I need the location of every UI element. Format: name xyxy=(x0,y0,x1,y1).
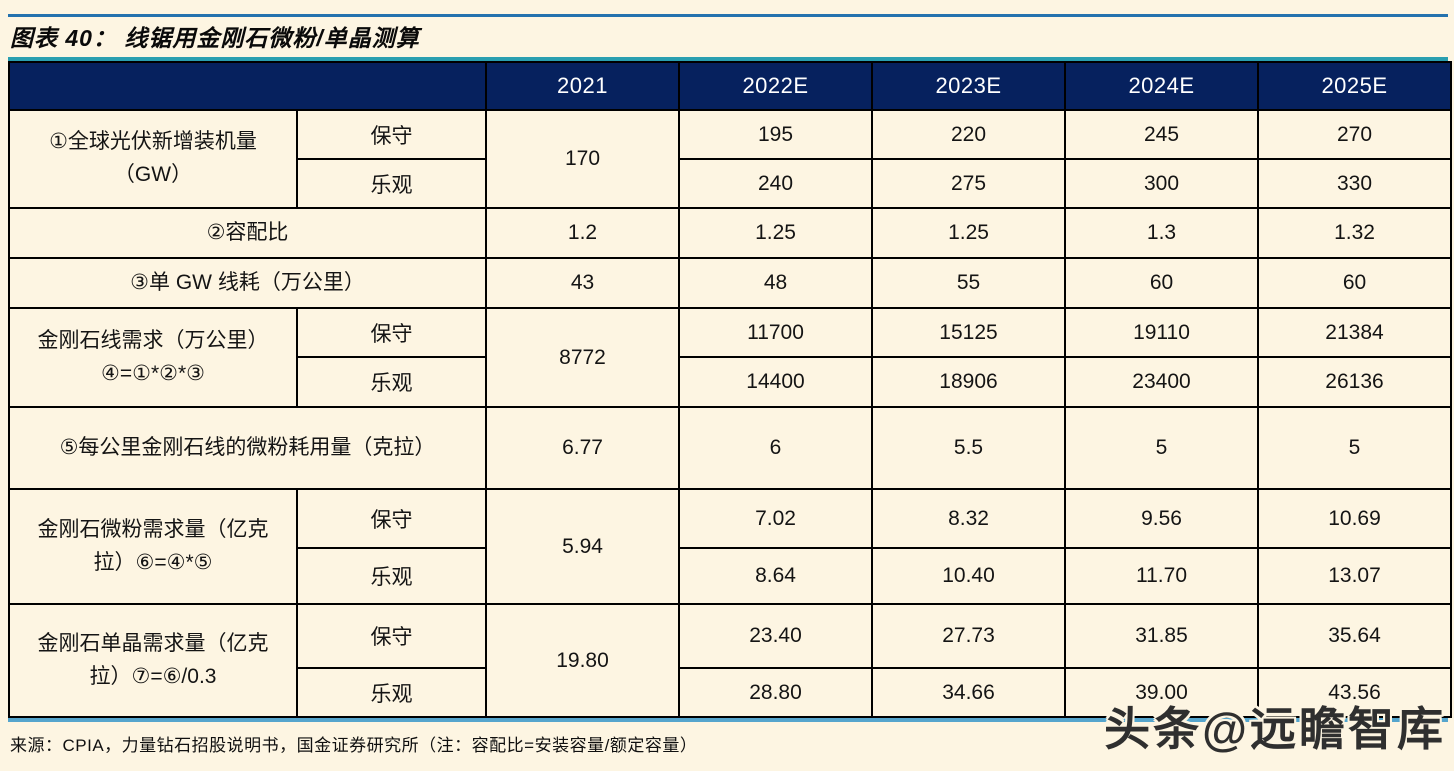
value-cell: 26136 xyxy=(1257,356,1452,408)
year-header-2021: 2021 xyxy=(485,61,680,111)
row-label-powder-per-km: ⑤每公里金刚石线的微粉耗用量（克拉） xyxy=(8,406,487,490)
value-cell: 5 xyxy=(1064,406,1259,490)
value-cell: 23400 xyxy=(1064,356,1259,408)
value-cell: 220 xyxy=(871,109,1066,160)
scenario-cell: 乐观 xyxy=(296,667,487,718)
scenario-cell: 乐观 xyxy=(296,158,487,209)
value-cell: 330 xyxy=(1257,158,1452,209)
value-cell: 11.70 xyxy=(1064,547,1259,605)
value-cell: 31.85 xyxy=(1064,603,1259,669)
value-cell: 11700 xyxy=(678,307,873,358)
header-corner-cell xyxy=(8,61,487,111)
value-cell-2021: 8772 xyxy=(485,307,680,408)
value-cell: 195 xyxy=(678,109,873,160)
value-cell: 39.00 xyxy=(1064,667,1259,718)
value-cell-2021: 19.80 xyxy=(485,603,680,718)
value-cell: 9.56 xyxy=(1064,488,1259,549)
value-cell: 35.64 xyxy=(1257,603,1452,669)
value-cell: 240 xyxy=(678,158,873,209)
value-cell: 43 xyxy=(485,257,680,309)
value-cell: 43.56 xyxy=(1257,667,1452,718)
table-row: 乐观 8.64 10.40 11.70 13.07 xyxy=(9,547,1452,605)
year-header-2022e: 2022E xyxy=(678,61,873,111)
table-row: 乐观 240 275 300 330 xyxy=(9,158,1452,209)
table-row: 金刚石单晶需求量（亿克拉）⑦=⑥/0.3 保守 19.80 23.40 27.7… xyxy=(8,603,1452,718)
value-cell: 1.25 xyxy=(678,207,873,259)
figure-title: 图表 40： 线锯用金刚石微粉/单晶测算 xyxy=(10,25,420,51)
value-cell: 5.5 xyxy=(871,406,1066,490)
value-cell: 28.80 xyxy=(678,667,873,718)
value-cell: 8.32 xyxy=(871,488,1066,549)
value-cell: 1.3 xyxy=(1064,207,1259,259)
scenario-cell: 乐观 xyxy=(296,356,487,408)
value-cell: 1.25 xyxy=(871,207,1066,259)
scenario-cell: 保守 xyxy=(296,488,487,549)
value-cell: 245 xyxy=(1064,109,1259,160)
table-row: ⑤每公里金刚石线的微粉耗用量（克拉） 6.77 6 5.5 5 5 xyxy=(8,406,1452,490)
watermark: 头条@远瞻智库 xyxy=(1104,703,1446,755)
value-cell: 1.32 xyxy=(1257,207,1452,259)
value-cell: 6 xyxy=(678,406,873,490)
row-label-pv-installs: ①全球光伏新增装机量（GW） xyxy=(8,109,298,209)
table-row: ①全球光伏新增装机量（GW） 保守 170 195 220 245 270 xyxy=(8,109,1452,209)
value-cell: 60 xyxy=(1064,257,1259,309)
value-cell: 15125 xyxy=(871,307,1066,358)
value-cell: 21384 xyxy=(1257,307,1452,358)
table-row: 金刚石线需求（万公里）④=①*②*③ 保守 8772 11700 15125 1… xyxy=(8,307,1452,408)
value-cell: 27.73 xyxy=(871,603,1066,669)
value-cell: 13.07 xyxy=(1257,547,1452,605)
value-cell: 23.40 xyxy=(678,603,873,669)
table-header-row: 2021 2022E 2023E 2024E 2025E xyxy=(8,61,1452,111)
row-label-capacity-ratio: ②容配比 xyxy=(8,207,487,259)
value-cell: 18906 xyxy=(871,356,1066,408)
row-label-powder-demand: 金刚石微粉需求量（亿克拉）⑥=④*⑤ xyxy=(8,488,298,605)
table-row: 乐观 14400 18906 23400 26136 xyxy=(9,356,1452,408)
scenario-cell: 保守 xyxy=(296,603,487,669)
value-cell: 270 xyxy=(1257,109,1452,160)
row-label-wire-demand: 金刚石线需求（万公里）④=①*②*③ xyxy=(8,307,298,408)
value-cell: 1.2 xyxy=(485,207,680,259)
table-bottom-rule xyxy=(8,718,1448,722)
row-label-crystal-demand: 金刚石单晶需求量（亿克拉）⑦=⑥/0.3 xyxy=(8,603,298,718)
row-label-wire-per-gw: ③单 GW 线耗（万公里） xyxy=(8,257,487,309)
table-row: 金刚石微粉需求量（亿克拉）⑥=④*⑤ 保守 5.94 7.02 8.32 9.5… xyxy=(8,488,1452,605)
value-cell: 7.02 xyxy=(678,488,873,549)
year-header-2024e: 2024E xyxy=(1064,61,1259,111)
value-cell: 60 xyxy=(1257,257,1452,309)
value-cell: 10.40 xyxy=(871,547,1066,605)
value-cell: 275 xyxy=(871,158,1066,209)
table-row: ②容配比 1.2 1.25 1.25 1.3 1.32 xyxy=(8,207,1452,259)
calc-table: 2021 2022E 2023E 2024E 2025E ①全球光伏新增装机量（… xyxy=(8,61,1452,718)
value-cell: 34.66 xyxy=(871,667,1066,718)
table-row: 乐观 28.80 34.66 39.00 43.56 xyxy=(9,667,1452,718)
value-cell: 48 xyxy=(678,257,873,309)
scenario-cell: 保守 xyxy=(296,109,487,160)
value-cell: 5 xyxy=(1257,406,1452,490)
scenario-cell: 保守 xyxy=(296,307,487,358)
value-cell: 8.64 xyxy=(678,547,873,605)
year-header-2023e: 2023E xyxy=(871,61,1066,111)
value-cell: 14400 xyxy=(678,356,873,408)
value-cell: 10.69 xyxy=(1257,488,1452,549)
source-note: 来源：CPIA，力量钻石招股说明书，国金证券研究所（注：容配比=安装容量/额定容… xyxy=(10,736,698,755)
value-cell-2021: 170 xyxy=(485,109,680,209)
scenario-cell: 乐观 xyxy=(296,547,487,605)
table-row: ③单 GW 线耗（万公里） 43 48 55 60 60 xyxy=(8,257,1452,309)
table-top-rule xyxy=(8,57,1448,61)
value-cell: 300 xyxy=(1064,158,1259,209)
value-cell-2021: 5.94 xyxy=(485,488,680,605)
value-cell: 19110 xyxy=(1064,307,1259,358)
title-top-rule xyxy=(8,14,1448,17)
value-cell: 6.77 xyxy=(485,406,680,490)
year-header-2025e: 2025E xyxy=(1257,61,1452,111)
value-cell: 55 xyxy=(871,257,1066,309)
